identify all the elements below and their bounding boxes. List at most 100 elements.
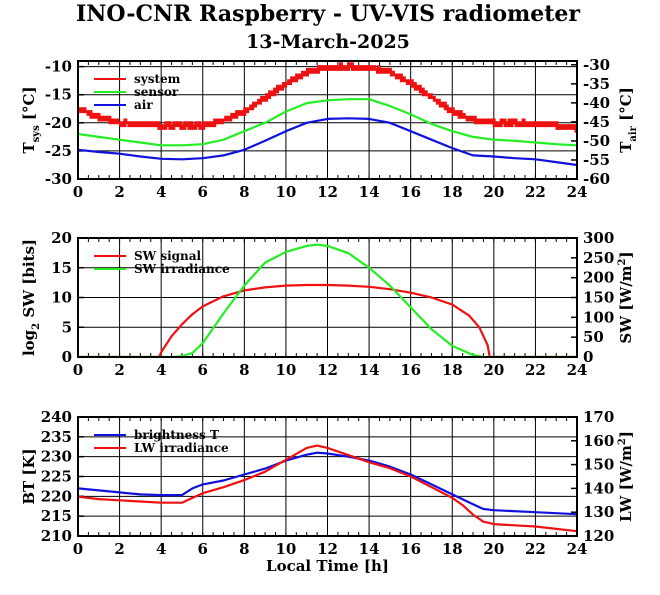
x-tick-label: 10 bbox=[275, 183, 296, 201]
y-tick-label: -10 bbox=[45, 58, 72, 76]
x-tick-label: 16 bbox=[400, 361, 421, 379]
plot-frame bbox=[77, 60, 578, 180]
data-point bbox=[201, 492, 204, 494]
data-point bbox=[243, 473, 246, 476]
x-axis-label: Local Time [h] bbox=[266, 557, 389, 575]
y2-axis-label: SW [W/m2] bbox=[617, 251, 635, 343]
data-point bbox=[181, 323, 183, 326]
data-point bbox=[368, 461, 370, 464]
data-point bbox=[534, 511, 537, 513]
data-point bbox=[118, 122, 121, 124]
data-point bbox=[222, 154, 225, 157]
data-point bbox=[368, 285, 370, 288]
x-tick-label: 8 bbox=[239, 361, 249, 379]
data-point bbox=[534, 525, 537, 528]
data-point bbox=[326, 245, 329, 247]
data-point bbox=[347, 252, 350, 254]
data-point bbox=[305, 284, 308, 286]
y-axis-label: BT [K] bbox=[20, 448, 38, 504]
data-point bbox=[97, 136, 100, 138]
y2-tick-label: 150 bbox=[583, 289, 614, 307]
data-point bbox=[222, 312, 225, 315]
data-point bbox=[389, 467, 391, 469]
data-point bbox=[222, 486, 225, 489]
y2-tick-label: 300 bbox=[583, 229, 614, 247]
data-point bbox=[430, 328, 433, 331]
data-point bbox=[513, 139, 516, 142]
data-point bbox=[493, 509, 495, 512]
y-tick-label: 210 bbox=[41, 527, 72, 545]
data-point bbox=[478, 326, 481, 329]
data-point bbox=[305, 102, 308, 104]
plot-frame bbox=[77, 416, 578, 537]
y-tick-label: -15 bbox=[45, 86, 72, 104]
data-point bbox=[486, 344, 489, 346]
data-point bbox=[430, 483, 433, 486]
data-point bbox=[139, 123, 142, 126]
y-tick-label: 20 bbox=[51, 229, 72, 247]
y2-tick-label: 130 bbox=[583, 503, 614, 521]
data-point bbox=[347, 454, 350, 456]
legend-label: LW irradiance bbox=[134, 441, 229, 455]
y-tick-label: 225 bbox=[41, 468, 72, 486]
y2-tick-label: -30 bbox=[583, 56, 610, 74]
data-point bbox=[305, 245, 308, 247]
y2-tick-label: -35 bbox=[583, 75, 610, 93]
x-tick-label: 14 bbox=[359, 540, 380, 558]
y2-tick-label: 170 bbox=[583, 408, 614, 426]
data-point bbox=[409, 113, 412, 116]
data-point bbox=[472, 136, 474, 138]
x-tick-label: 8 bbox=[239, 183, 249, 201]
data-point bbox=[389, 71, 391, 74]
data-point bbox=[472, 513, 474, 516]
data-point bbox=[191, 487, 194, 490]
y-tick-label: 230 bbox=[41, 448, 72, 466]
data-point bbox=[472, 354, 474, 356]
data-point bbox=[243, 148, 246, 151]
x-tick-label: 20 bbox=[483, 540, 504, 558]
x-tick-label: 24 bbox=[567, 361, 588, 379]
data-point bbox=[451, 130, 454, 133]
data-point bbox=[181, 158, 183, 161]
data-point bbox=[472, 119, 474, 121]
data-point bbox=[181, 124, 183, 127]
x-tick-label: 12 bbox=[317, 361, 338, 379]
y-tick-label: 15 bbox=[51, 259, 72, 277]
y2-axis-label: LW [W/m2] bbox=[617, 431, 635, 522]
data-point bbox=[347, 98, 350, 101]
data-point bbox=[347, 65, 350, 68]
plot-frame bbox=[77, 237, 578, 358]
data-point bbox=[243, 130, 246, 133]
y2-tick-label: 150 bbox=[583, 456, 614, 474]
data-point bbox=[305, 447, 308, 449]
data-point bbox=[118, 499, 121, 502]
y2-tick-label: 200 bbox=[583, 269, 614, 287]
legend-label: air bbox=[134, 98, 153, 112]
data-point bbox=[316, 243, 318, 246]
x-tick-label: 24 bbox=[567, 183, 588, 201]
data-point bbox=[430, 296, 433, 299]
data-point bbox=[191, 313, 194, 315]
y2-tick-label: 160 bbox=[583, 432, 614, 450]
data-point bbox=[389, 105, 391, 107]
data-point bbox=[191, 497, 194, 499]
x-tick-label: 14 bbox=[359, 361, 380, 379]
data-point bbox=[468, 314, 470, 317]
data-point bbox=[118, 491, 121, 494]
data-point bbox=[285, 284, 287, 287]
series-group bbox=[78, 243, 577, 357]
data-point bbox=[264, 470, 266, 473]
data-point bbox=[160, 124, 162, 127]
chart-subtitle: 13-March-2025 bbox=[246, 31, 410, 53]
data-point bbox=[326, 118, 329, 120]
data-point bbox=[368, 266, 370, 269]
data-point bbox=[493, 138, 495, 141]
data-point bbox=[264, 122, 266, 124]
y-tick-label: 5 bbox=[62, 318, 72, 336]
y-tick-label: 10 bbox=[51, 289, 72, 307]
data-point bbox=[513, 157, 516, 160]
y-tick-label: 220 bbox=[41, 487, 72, 505]
data-point bbox=[451, 493, 454, 496]
data-point bbox=[222, 479, 225, 482]
x-tick-label: 0 bbox=[73, 361, 83, 379]
